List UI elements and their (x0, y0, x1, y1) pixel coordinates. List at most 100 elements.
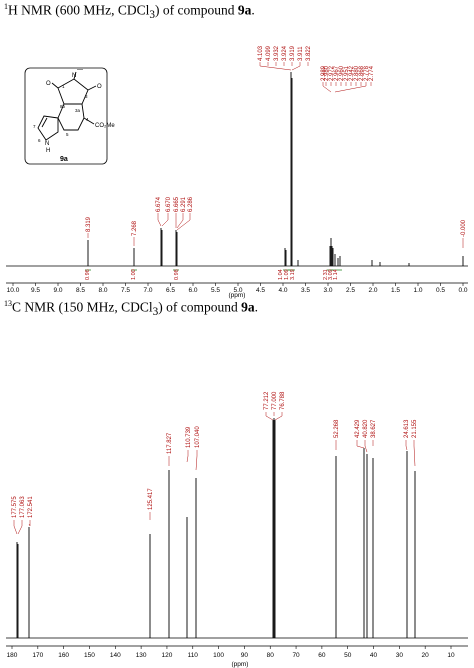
h-tick-label-7: 6.5 (166, 287, 175, 294)
c-tick-label-2: 160 (58, 652, 69, 659)
c-tick-label-3: 150 (84, 652, 95, 659)
c-tick-label-15: 30 (396, 652, 404, 659)
c-nmr-title: 13C NMR (150 MHz, CDCl3) of compound 9a. (4, 299, 258, 319)
h-peaks (87, 72, 464, 266)
h-peak-label-e-5: 2.951 (344, 65, 350, 81)
h-peak-label-d-3: 3.924 (282, 45, 288, 61)
h-peak-labels: 8.319 7.268 6.674 6.670 6.665 6.291 6.286 4.103… (86, 45, 467, 237)
c-tick-label-6: 120 (162, 652, 173, 659)
h-peak-label-b-0: 7.268 (132, 220, 138, 236)
structure-atom-o-left: O (46, 81, 51, 87)
c-tick-label-9: 90 (241, 652, 249, 659)
h-tick-label-16: 2.0 (368, 287, 377, 294)
h-peak-label-d-2: 3.932 (274, 45, 280, 61)
structure-compound-label: 9a (60, 156, 68, 163)
c-peak-label-g-0: 42.429 (355, 419, 361, 438)
h-integral-label-2: 0.98 (174, 269, 180, 280)
c-peak-label-c-0: 117.827 (167, 432, 173, 454)
c-tick-label-14: 40 (370, 652, 378, 659)
h-integral-label-5: 3.19 (290, 269, 296, 280)
h-peak-label-e-2: 2.972 (329, 65, 335, 81)
structure-locant-1: 1 (62, 84, 65, 89)
h-integral-label-1: 1.00 (131, 269, 137, 280)
h-integral-label-6: 2.31 (323, 269, 329, 280)
c-peak-label-d-1: 107.040 (195, 426, 201, 448)
h-peak-label-f-0: -0.000 (461, 219, 467, 237)
structure-atom-o-right: O (97, 84, 102, 90)
h-integral-label-8: 1.14 (333, 269, 339, 280)
c-tick-label-5: 130 (136, 652, 147, 659)
h-nmr-spectrum: 8.319 7.268 6.674 6.670 6.665 6.291 6.286 4.103… (6, 45, 468, 299)
structure-locant-8b: 8b (60, 104, 66, 109)
h-tick-label-3: 8.5 (76, 287, 85, 294)
structure-locant-4: 4 (86, 117, 89, 122)
c-tick-label-0: 180 (7, 652, 18, 659)
structure-locant-6: 6 (38, 138, 41, 143)
c-peak-label-e-0: 77.212 (264, 391, 270, 410)
c-axis-ticks: 180 170 160 150 140 130 120 110 100 90 80 70 60 50 40 3… (7, 646, 455, 659)
h-peak-label-a-0: 8.319 (86, 216, 92, 232)
c-tick-label-13: 50 (344, 652, 352, 659)
h-tick-label-4: 8.0 (98, 287, 107, 294)
c-tick-label-7: 110 (188, 652, 199, 659)
h-integral-label-0: 0.96 (85, 269, 91, 280)
c-peaks (16, 418, 416, 638)
h-peak-label-e-0: 2.989 (321, 65, 327, 81)
h-peak-label-c-1: 6.670 (166, 196, 172, 212)
h-peak-label-c-3: 6.291 (181, 196, 187, 212)
c-peak-label-a-2: 172.541 (28, 496, 34, 518)
c-peak-label-e-2: 76.788 (280, 391, 286, 410)
h-tick-label-15: 2.5 (346, 287, 355, 294)
c-tick-label-16: 20 (422, 652, 430, 659)
c-peak-label-a-0: 177.575 (12, 496, 18, 518)
h-peak-label-d-0: 4.103 (258, 45, 264, 61)
h-tick-label-17: 1.5 (391, 287, 400, 294)
h-tick-label-2: 9.0 (53, 287, 62, 294)
c-peak-labels: 177.575 177.063 172.541 125.417 117.827 110.7… (12, 391, 418, 518)
h-peak-label-e-9: 2.778 (364, 65, 370, 81)
c-peak-label-h-0: 24.613 (404, 419, 410, 438)
h-peak-label-e-1: 2.980 (324, 65, 330, 81)
h-nmr-title: 1H NMR (600 MHz, CDCl3) of compound 9a. (4, 2, 255, 22)
c-peak-label-d-0: 110.739 (186, 426, 192, 448)
h-tick-label-9: 5.5 (211, 287, 220, 294)
h-tick-label-11: 4.5 (256, 287, 265, 294)
h-integral-label-4: 1.09 (284, 269, 290, 280)
c-nmr-spectrum: 177.575 177.063 172.541 125.417 117.827 110.7… (6, 391, 468, 668)
c-tick-label-8: 100 (213, 652, 224, 659)
structure-locant-7: 7 (33, 124, 36, 129)
h-tick-label-19: 0.5 (436, 287, 445, 294)
h-peak-label-e-3: 2.967 (334, 65, 340, 81)
c-peak-leaders (13, 412, 416, 535)
h-tick-label-1: 9.5 (31, 287, 40, 294)
structure-atom-n: N (72, 73, 76, 79)
structure-locant-5: 5 (66, 132, 69, 137)
structure-locant-3: 3 (85, 94, 88, 99)
c-peak-label-e-1: 77.000 (272, 391, 278, 410)
structure-atom-nh: N (45, 141, 49, 147)
c-tick-label-11: 70 (292, 652, 300, 659)
h-tick-label-6: 7.0 (143, 287, 152, 294)
h-tick-label-18: 1.0 (413, 287, 422, 294)
c-peak-label-h-1: 21.155 (412, 419, 418, 438)
h-peak-label-e-4: 2.960 (339, 65, 345, 81)
h-axis-ticks: 10.0 9.5 9.0 8.5 8.0 7.5 7.0 6.5 6.0 5.5 5.0 4.5 4.0… (7, 283, 468, 294)
h-tick-label-10: 5.0 (233, 287, 242, 294)
h-peak-label-e-8: 2.868 (359, 65, 365, 81)
h-peak-label-c-2: 6.665 (174, 196, 180, 212)
c-peak-label-g-1: 40.820 (363, 419, 369, 438)
c-tick-label-4: 140 (110, 652, 121, 659)
structure-box: N O O — 1 8b 3 3a 4 5 7 6 N H CO₂Me 9a (24, 67, 115, 165)
structure-locant-3a: 3a (75, 108, 81, 113)
h-integral-label-7: 3.09 (328, 269, 334, 280)
h-tick-label-5: 7.5 (121, 287, 130, 294)
c-peak-label-a-1: 177.063 (20, 496, 26, 518)
h-integrals: 0.96 1.00 0.98 1.04 1.09 3.19 2.31 3.09 1.14 (85, 269, 342, 280)
h-peak-label-d-6: 3.822 (306, 45, 312, 61)
h-peak-label-e-10: 2.774 (369, 65, 375, 81)
h-peak-label-c-4: 6.286 (188, 196, 194, 212)
c-tick-label-17: 10 (447, 652, 455, 659)
h-tick-label-13: 3.5 (301, 287, 310, 294)
h-tick-label-14: 3.0 (323, 287, 332, 294)
